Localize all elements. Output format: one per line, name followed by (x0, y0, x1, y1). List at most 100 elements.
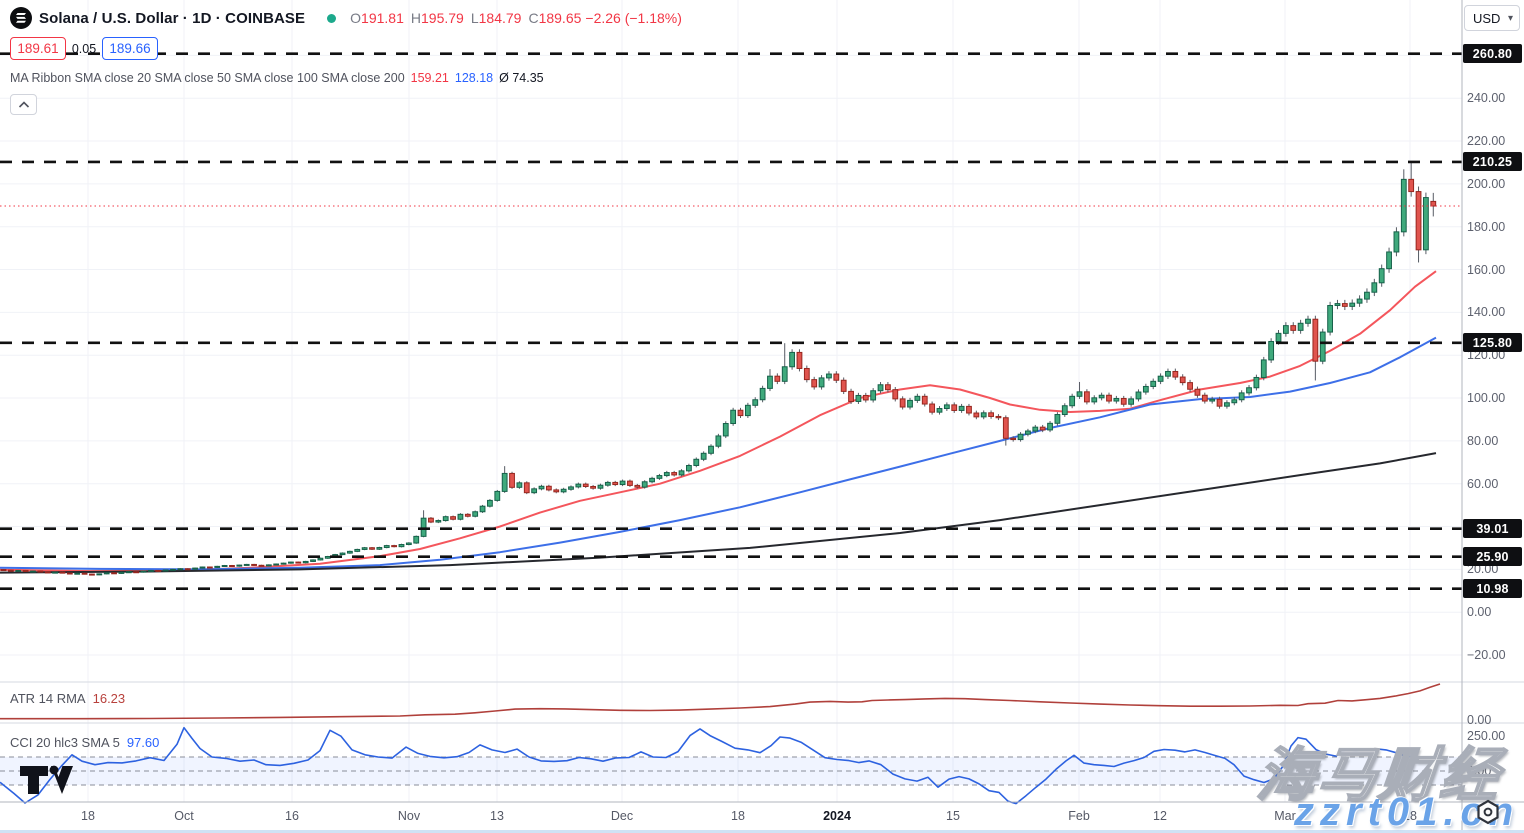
candle-body (1364, 291, 1370, 300)
candle-body (789, 351, 795, 368)
candle-body (1297, 322, 1304, 331)
candle-body (251, 563, 257, 566)
ma-line-sma-200[interactable] (0, 452, 1437, 574)
candle-body (1275, 332, 1282, 342)
price-level-badge[interactable]: 25.90 (1463, 547, 1522, 567)
symbol-row[interactable]: Solana / U.S. Dollar · 1D · COINBASE O19… (10, 6, 682, 30)
candle-body (405, 542, 412, 546)
candle-body (1025, 430, 1031, 435)
time-tick: Feb (1068, 809, 1090, 823)
candle-body (280, 562, 287, 565)
candle-body (317, 557, 324, 561)
candle-body (184, 568, 191, 571)
candle-body (428, 517, 434, 523)
price-tick: 240.00 (1467, 91, 1506, 106)
time-tick: Nov (397, 809, 421, 823)
price-level-badge[interactable]: 125.80 (1463, 333, 1522, 353)
candle-body (111, 572, 117, 575)
candle-body (973, 412, 980, 418)
ma-line-sma-20[interactable] (0, 270, 1437, 573)
candle-body (988, 412, 994, 417)
candle-body (0, 569, 7, 572)
candle-body (870, 390, 877, 401)
candle-body (302, 560, 309, 564)
candle-body (22, 569, 29, 573)
cci-pane-legend[interactable]: CCI 20 hlc3 SMA 5 97.60 (10, 735, 159, 750)
candle-body (1061, 405, 1068, 416)
ma-ribbon-legend[interactable]: MA Ribbon SMA close 20 SMA close 50 SMA … (10, 71, 682, 85)
ma-ribbon-label: MA Ribbon SMA close 20 SMA close 50 SMA … (10, 71, 405, 85)
price-level-badge[interactable]: 210.25 (1463, 152, 1522, 172)
candle-body (744, 404, 751, 417)
currency-dropdown[interactable]: USD ▾ (1464, 5, 1520, 31)
price-tick: 200.00 (1467, 176, 1506, 191)
cci-line[interactable] (0, 726, 1437, 805)
candle-body (221, 565, 228, 568)
candle-body (671, 472, 678, 476)
candle-body (354, 548, 361, 552)
candle-body (1165, 370, 1171, 377)
candle-body (44, 571, 51, 574)
candle-body (398, 544, 405, 548)
candle-body (604, 481, 611, 486)
ma-line-sma-50[interactable] (0, 336, 1437, 571)
candle-body (148, 569, 154, 572)
currency-label: USD (1473, 10, 1501, 26)
price-axis[interactable]: USD ▾ 240.00 220.00 200.00 180.00 160.00 140.… (1462, 0, 1524, 833)
time-axis[interactable]: 18 Oct 16 Nov 13 Dec 18 2024 15 Feb 12 Mar 18 (0, 802, 1462, 833)
candle-body (759, 387, 766, 401)
candle-body (980, 412, 987, 418)
candle-body (1091, 397, 1098, 403)
candle-body (479, 505, 486, 513)
candle-body (678, 470, 685, 476)
atr-line[interactable] (0, 683, 1441, 720)
candle-body (730, 409, 737, 425)
time-tick: Dec (610, 809, 634, 823)
tradingview-logo[interactable] (18, 762, 80, 803)
candle-body (1069, 395, 1076, 407)
candle-body (826, 373, 832, 379)
candle-body (877, 384, 884, 392)
candle-body (516, 482, 523, 488)
candle-body (30, 570, 36, 573)
buy-button[interactable]: 189.66 (102, 37, 158, 60)
atr-value: 16.23 (92, 691, 126, 706)
price-level-badge[interactable]: 260.80 (1463, 44, 1522, 64)
time-tick: 16 (285, 809, 299, 823)
atr-pane-legend[interactable]: ATR 14 RMA 16.23 (10, 691, 125, 706)
candle-body (634, 484, 641, 488)
sell-button[interactable]: 189.61 (10, 37, 66, 60)
collapse-legend-button[interactable] (10, 94, 37, 115)
candle-body (236, 564, 243, 567)
candle-body (855, 394, 862, 402)
market-status-dot[interactable] (327, 13, 337, 23)
candle-body (929, 403, 936, 413)
candle-body (1282, 325, 1289, 334)
chevron-up-icon (18, 100, 29, 108)
price-level-badge[interactable]: 10.98 (1463, 579, 1522, 599)
candle-body (1128, 398, 1135, 405)
candle-body (1231, 399, 1238, 404)
candle-body (1047, 422, 1053, 431)
price-tick: 80.00 (1467, 433, 1499, 448)
candle-body (509, 472, 515, 488)
candle-body (324, 556, 331, 559)
candle-body (1209, 398, 1216, 402)
candle-body (442, 516, 449, 522)
price-level-badge[interactable]: 39.01 (1463, 519, 1522, 539)
candle-body (833, 373, 840, 381)
candle-body (37, 570, 44, 573)
symbol-title[interactable]: Solana / U.S. Dollar · 1D · COINBASE (39, 9, 306, 27)
atr-label: ATR 14 RMA (10, 691, 86, 706)
candle-body (958, 405, 965, 411)
candle-body (1017, 433, 1024, 441)
candle-body (921, 395, 928, 405)
candle-body (568, 486, 574, 490)
candle-body (1113, 397, 1120, 402)
candle-body (1319, 331, 1326, 362)
candle-body (752, 399, 759, 406)
time-tick: 13 (490, 809, 504, 823)
price-tick: 100.00 (1467, 391, 1506, 406)
candle-body (1224, 402, 1230, 407)
